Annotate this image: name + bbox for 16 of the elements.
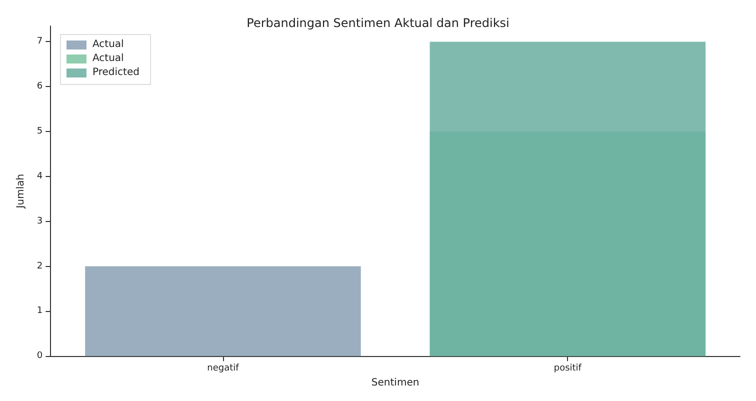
x-tick-label: negatif	[207, 364, 240, 374]
y-tick-label: 7	[36, 36, 43, 47]
legend-label: Actual	[92, 53, 124, 64]
legend-label: Predicted	[92, 67, 140, 78]
y-tick-label: 1	[36, 306, 43, 316]
y-tick-label: 5	[36, 126, 43, 137]
chart-title: Perbandingan Sentimen Aktual dan Prediksi	[246, 16, 510, 30]
legend-label: Actual	[92, 39, 124, 50]
y-axis-title: Jumlah	[16, 174, 26, 210]
y-tick-label: 0	[36, 351, 43, 362]
y-tick-label: 6	[36, 82, 43, 92]
x-axis-title: Sentimen	[371, 378, 420, 388]
y-tick-label: 3	[36, 216, 43, 226]
y-tick-label: 2	[36, 261, 43, 272]
x-tick-label: positif	[554, 364, 582, 374]
y-tick-label: 4	[36, 171, 43, 182]
